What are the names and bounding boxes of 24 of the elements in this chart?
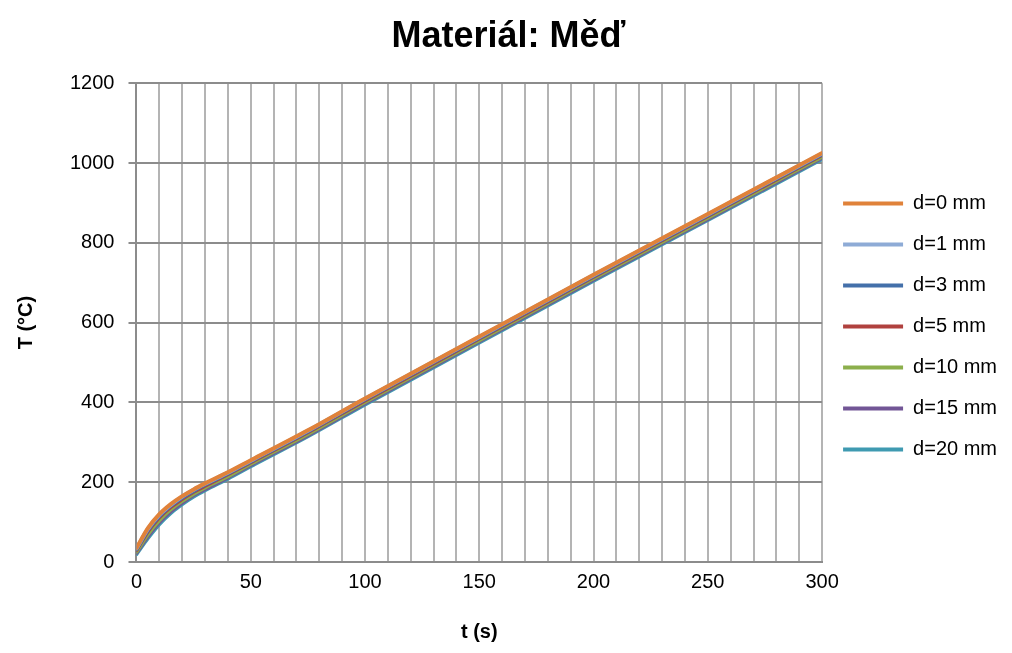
x-tick-label: 300 <box>805 569 839 592</box>
x-tick-label: 150 <box>462 569 496 592</box>
y-tick-label: 800 <box>81 230 115 253</box>
y-tick-label: 1000 <box>69 150 115 173</box>
legend-label: d=1 mm <box>913 232 986 255</box>
x-axis-title: t (s) <box>460 619 498 642</box>
y-tick-label: 600 <box>81 310 115 333</box>
legend-label: d=20 mm <box>913 437 998 460</box>
legend-label: d=15 mm <box>913 396 998 419</box>
x-tick-label: 0 <box>130 569 143 592</box>
y-tick-label: 400 <box>81 389 115 412</box>
x-tick-label: 50 <box>239 569 262 592</box>
x-tick-label: 200 <box>576 569 611 592</box>
y-axis-title: T (°C) <box>13 295 36 350</box>
y-tick-label: 200 <box>81 469 115 492</box>
chart-title: Materiál: Měď <box>391 13 626 55</box>
x-tick-label: 250 <box>691 569 725 592</box>
legend-label: d=5 mm <box>913 314 986 337</box>
x-tick-label: 100 <box>348 569 382 592</box>
y-tick-label: 1200 <box>69 70 115 93</box>
legend-label: d=10 mm <box>913 355 998 378</box>
legend-label: d=3 mm <box>913 273 986 296</box>
y-tick-label: 0 <box>103 549 115 572</box>
legend-label: d=0 mm <box>913 191 986 214</box>
